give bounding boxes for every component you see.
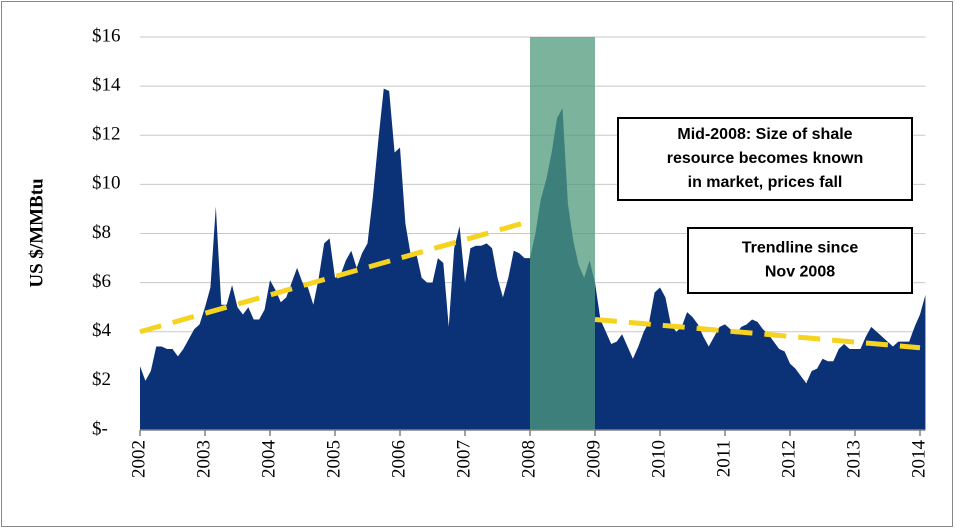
annotation-text: Mid-2008: Size of shale — [677, 126, 852, 143]
y-tick-label: $10 — [92, 173, 121, 194]
annotation-text: in market, prices fall — [688, 174, 843, 191]
y-axis-label: US $/MMBtu — [26, 178, 47, 288]
annotation-text: Nov 2008 — [765, 264, 835, 281]
y-tick-label: $2 — [92, 369, 111, 390]
shaded-span — [530, 37, 595, 430]
x-tick-label: 2002 — [128, 440, 149, 478]
y-tick-label: $16 — [92, 25, 121, 46]
annotation-text: Trendline since — [742, 240, 859, 257]
annotation-text: resource becomes known — [667, 150, 864, 167]
x-tick-label: 2009 — [583, 440, 604, 478]
y-tick-label: $- — [92, 418, 108, 439]
y-tick-label: $8 — [92, 222, 111, 243]
x-tick-label: 2003 — [193, 440, 214, 478]
x-tick-label: 2014 — [908, 440, 929, 479]
trendline — [594, 316, 921, 351]
y-tick-label: $6 — [92, 271, 111, 292]
x-tick-label: 2004 — [258, 440, 279, 479]
x-tick-label: 2011 — [713, 440, 734, 477]
y-tick-label: $4 — [92, 320, 112, 341]
annotation-box — [687, 227, 913, 294]
annotation-box — [617, 117, 913, 201]
x-tick-label: 2010 — [648, 440, 669, 478]
x-tick-label: 2005 — [323, 440, 344, 478]
y-tick-label: $12 — [92, 124, 121, 145]
x-tick-label: 2007 — [453, 440, 474, 478]
x-tick-label: 2012 — [778, 440, 799, 478]
y-tick-label: $14 — [92, 74, 121, 95]
x-tick-label: 2008 — [518, 440, 539, 478]
x-tick-label: 2013 — [843, 440, 864, 478]
x-tick-label: 2006 — [388, 440, 409, 478]
